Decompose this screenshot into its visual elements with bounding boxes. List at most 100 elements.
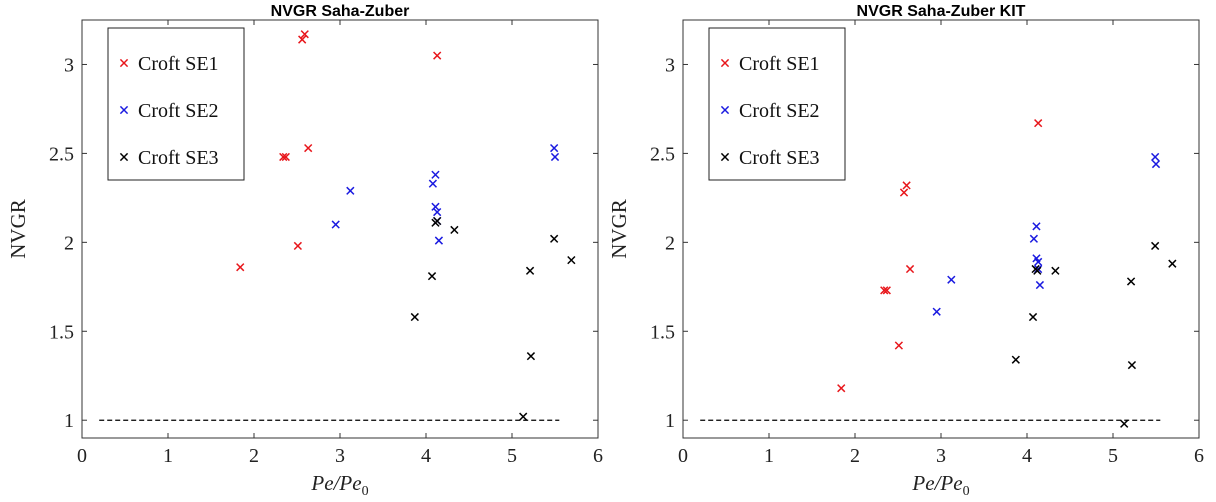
data-point-croft-se2 (550, 143, 559, 153)
data-point-croft-se3 (1051, 266, 1060, 275)
x-tick-label: 0 (77, 445, 87, 467)
data-point-croft-se2 (433, 207, 442, 217)
data-point-croft-se1 (905, 264, 915, 274)
data-point-croft-se1 (304, 143, 313, 153)
marker-stroke (1028, 312, 1038, 322)
y-tick-label: 2.5 (650, 143, 675, 165)
x-axis-label: Pe/Pe0 (911, 471, 969, 499)
data-point-croft-se3 (519, 412, 528, 421)
data-point-croft-se3 (450, 225, 459, 235)
legend-marker (720, 152, 730, 162)
legend-label: Croft SE2 (739, 100, 820, 122)
data-point-croft-se2 (947, 275, 956, 284)
legend-label: Croft SE1 (138, 53, 219, 75)
marker-stroke (428, 179, 438, 188)
x-axis-label-subscript: 0 (963, 484, 970, 499)
legend-label: Croft SE3 (138, 147, 219, 169)
data-point-croft-se2 (1029, 234, 1039, 243)
y-tick-label: 1 (665, 410, 675, 432)
marker-stroke (526, 352, 536, 361)
data-point-croft-se2 (434, 236, 444, 245)
marker-stroke (1151, 241, 1160, 251)
marker-stroke (450, 225, 459, 235)
marker-stroke (1029, 234, 1039, 243)
data-point-croft-se2 (1151, 152, 1160, 162)
data-point-croft-se3 (433, 216, 442, 226)
data-point-croft-se3 (526, 352, 536, 361)
data-point-croft-se1 (293, 241, 302, 251)
marker-stroke (902, 181, 911, 190)
legend-marker (119, 152, 129, 162)
data-point-croft-se1 (279, 152, 288, 162)
data-point-croft-se3 (1028, 312, 1038, 322)
legend-marker (720, 58, 730, 68)
data-point-croft-se3 (1033, 266, 1042, 275)
data-point-croft-se1 (899, 188, 909, 197)
y-tick-label: 2.5 (49, 143, 74, 165)
data-point-croft-se1 (298, 35, 307, 44)
marker-stroke (1051, 266, 1060, 275)
marker-stroke (300, 30, 309, 39)
marker-stroke (346, 186, 355, 195)
data-point-croft-se2 (346, 186, 355, 195)
marker-stroke (1032, 222, 1041, 231)
data-point-croft-se1 (1034, 119, 1043, 128)
marker-stroke (519, 412, 528, 421)
data-point-croft-se1 (880, 286, 889, 295)
data-point-croft-se1 (281, 152, 290, 162)
legend-label: Croft SE3 (739, 147, 820, 169)
data-point-croft-se2 (932, 307, 941, 316)
legend: Croft SE1 Croft SE2 Croft SE3 (708, 27, 846, 181)
marker-stroke (837, 384, 846, 393)
data-point-croft-se1 (433, 51, 442, 60)
data-point-croft-se1 (837, 384, 846, 393)
marker-stroke (1127, 360, 1137, 370)
marker-stroke (433, 51, 442, 60)
data-point-croft-se3 (525, 266, 535, 275)
marker-stroke (1034, 119, 1043, 128)
marker-stroke (431, 170, 440, 179)
x-tick-label: 0 (678, 445, 688, 467)
data-point-croft-se2 (1035, 280, 1045, 290)
data-point-croft-se2 (550, 152, 560, 162)
x-axis-label-main: Pe/Pe (911, 471, 962, 495)
data-point-croft-se3 (410, 312, 419, 322)
marker-stroke (1035, 280, 1045, 290)
data-point-croft-se2 (431, 170, 440, 179)
marker-stroke (899, 188, 909, 197)
marker-stroke (1032, 254, 1041, 263)
x-tick-label: 3 (335, 445, 345, 467)
legend-label: Croft SE1 (739, 53, 820, 75)
data-point-croft-se2 (1151, 159, 1161, 169)
marker-stroke (410, 312, 419, 322)
data-point-croft-se3 (1011, 355, 1020, 364)
chart-title: NVGR Saha-Zuber KIT (857, 3, 1026, 20)
marker-stroke (1151, 152, 1160, 162)
y-tick-label: 1 (64, 410, 74, 432)
data-point-croft-se1 (300, 30, 309, 39)
marker-stroke (281, 152, 290, 162)
y-tick-label: 2 (665, 232, 675, 254)
marker-stroke (1120, 419, 1129, 428)
data-point-croft-se3 (550, 234, 559, 243)
marker-stroke (1033, 266, 1042, 275)
y-tick-label: 2 (64, 232, 74, 254)
marker-stroke (1126, 277, 1136, 286)
data-point-croft-se3 (1120, 419, 1129, 428)
marker-stroke (279, 152, 288, 162)
data-point-croft-se1 (894, 341, 903, 350)
data-point-croft-se3 (1127, 360, 1137, 370)
legend-marker (720, 105, 730, 115)
marker-stroke (298, 35, 307, 44)
y-tick-label: 3 (64, 54, 74, 76)
marker-stroke (434, 236, 444, 245)
marker-stroke (433, 207, 442, 217)
marker-stroke (550, 234, 559, 243)
y-tick-label: 3 (665, 54, 675, 76)
data-point-croft-se1 (236, 263, 245, 272)
marker-stroke (427, 272, 437, 281)
x-tick-label: 5 (1108, 445, 1118, 467)
data-point-croft-se3 (567, 255, 576, 265)
marker-stroke (1034, 257, 1043, 267)
